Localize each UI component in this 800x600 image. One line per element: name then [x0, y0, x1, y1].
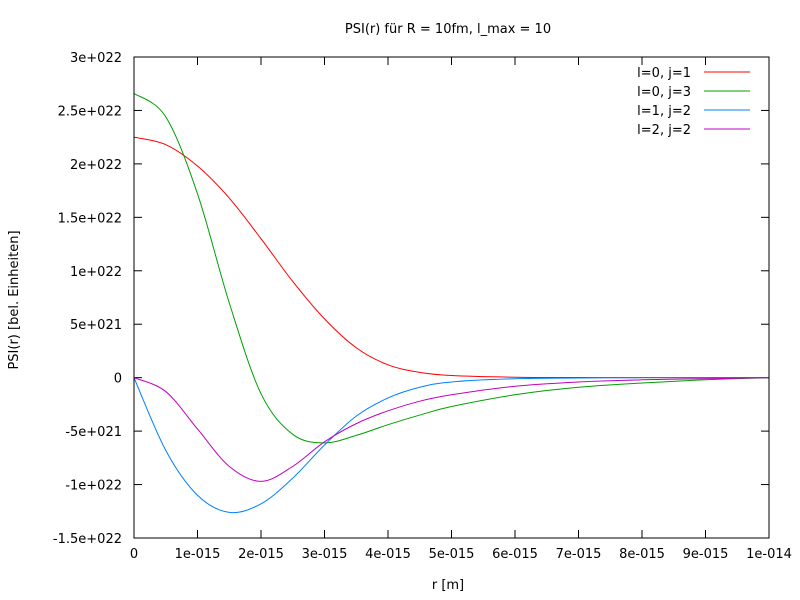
y-tick-label: -1.5e+022 [53, 532, 122, 547]
plot-frame [133, 56, 770, 539]
x-tick-label: 9e-015 [683, 547, 729, 562]
series-lines [133, 92, 770, 514]
x-tick-label: 1e-014 [746, 547, 792, 562]
legend-label: l=1, j=2 [637, 104, 691, 119]
legend: l=0, j=1 l=0, j=3 l=1, j=2 l=2, j=2 [637, 66, 750, 138]
x-axis-label: r [m] [432, 578, 464, 593]
series-line [133, 377, 770, 482]
legend-label: l=0, j=1 [637, 66, 691, 81]
series-line [133, 92, 770, 444]
y-tick-label: -5e+021 [65, 425, 122, 440]
x-tick-label: 1e-015 [175, 547, 221, 562]
y-tick-label: 0 [114, 372, 122, 387]
y-tick-label: 2.5e+022 [58, 104, 122, 119]
y-tick-label: 2e+022 [70, 158, 122, 173]
x-tick-label: 0 [130, 547, 138, 562]
legend-label: l=0, j=3 [637, 85, 691, 100]
y-tick-label: 5e+021 [70, 318, 122, 333]
legend-label: l=2, j=2 [637, 123, 691, 138]
y-tick-label: 3e+022 [70, 51, 122, 66]
y-tick-label: 1.5e+022 [58, 211, 122, 226]
x-tick-label: 4e-015 [365, 547, 411, 562]
x-tick-label: 6e-015 [492, 547, 538, 562]
x-tick-label: 8e-015 [619, 547, 665, 562]
x-tick-label: 7e-015 [556, 547, 602, 562]
series-line [133, 377, 770, 514]
chart-title: PSI(r) für R = 10fm, l_max = 10 [345, 22, 551, 37]
y-tick-label: -1e+022 [65, 479, 122, 494]
y-tick-label: 1e+022 [70, 265, 122, 280]
x-tick-label: 3e-015 [302, 547, 348, 562]
axis-ticks: 0 1e-015 2e-015 3e-015 4e-015 5e-015 6e-015 7e-… [53, 51, 792, 562]
x-tick-label: 5e-015 [429, 547, 475, 562]
x-tick-label: 2e-015 [238, 547, 284, 562]
y-axis-label: PSI(r) [bel. Einheiten] [7, 230, 22, 369]
series-line [133, 136, 770, 379]
